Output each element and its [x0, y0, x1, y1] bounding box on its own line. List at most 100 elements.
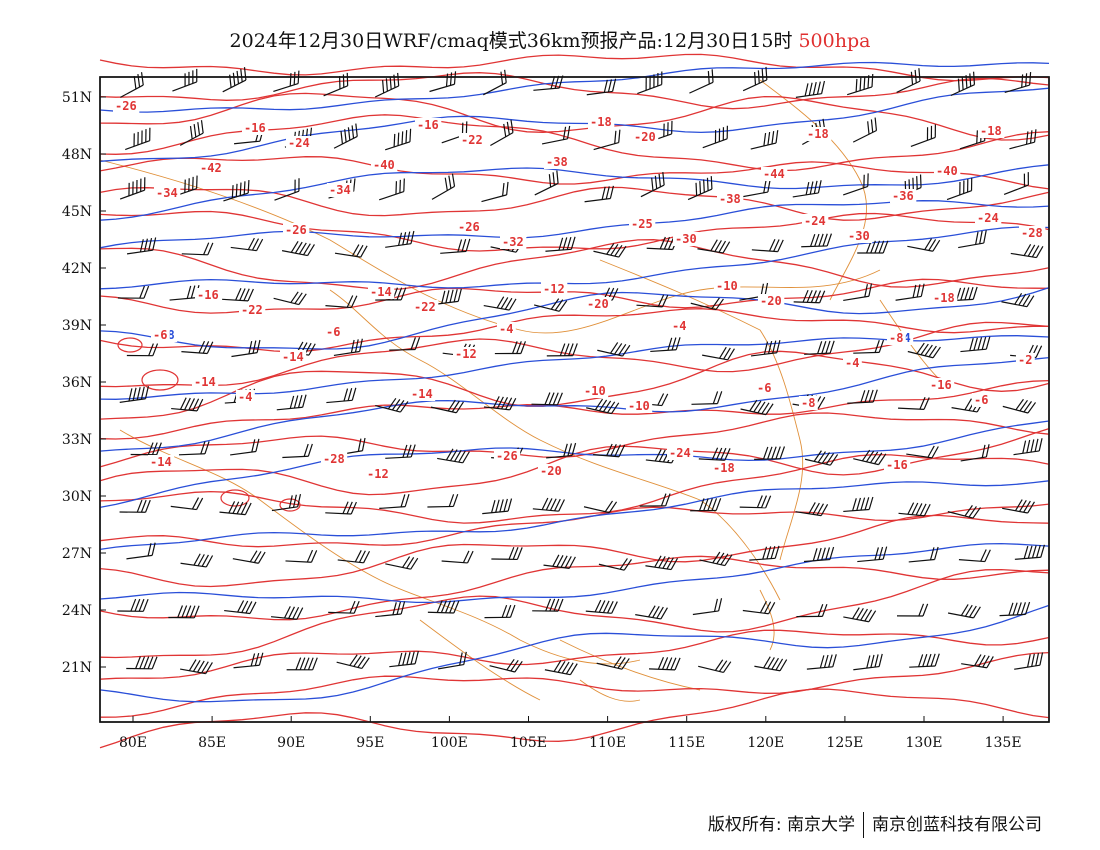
temperature-label: -6	[153, 328, 167, 342]
wind-barb	[1002, 499, 1035, 514]
map-title: 2024年12月30日WRF/cmaq模式36km预报产品:12月30日15时 5…	[0, 26, 1100, 53]
temperature-label-bg	[415, 118, 442, 132]
wind-barb	[754, 656, 788, 672]
wind-barb	[325, 501, 357, 515]
wind-barb	[178, 441, 210, 456]
wind-barb	[584, 185, 615, 203]
wind-barbs	[117, 66, 1046, 676]
wind-barb	[801, 233, 833, 248]
wind-barb	[853, 449, 887, 466]
temperature-label: -18	[933, 291, 955, 305]
temperature-label-bg	[459, 133, 486, 147]
wind-barb	[546, 442, 577, 459]
wind-barb	[853, 339, 885, 354]
temperature-isotherm	[99, 688, 1050, 749]
temperature-label: -10	[628, 399, 650, 413]
wind-barb	[857, 546, 888, 563]
temperature-label-bg	[154, 186, 181, 200]
wind-barb	[793, 289, 826, 304]
temperature-label-bg	[934, 164, 961, 178]
temperature-closed-contour	[141, 369, 179, 391]
wind-barb	[375, 601, 406, 618]
temperature-label: -14	[194, 375, 216, 389]
temperature-label-bg	[582, 384, 609, 398]
temperature-label-bg	[755, 381, 774, 395]
temperature-label-bg	[799, 396, 818, 410]
wind-barb	[484, 604, 516, 619]
wind-barb	[697, 239, 731, 254]
wind-barb	[749, 545, 780, 561]
wind-barb	[385, 230, 415, 248]
wind-barb	[336, 654, 370, 670]
temperature-label-bg	[494, 449, 521, 463]
wind-barb	[180, 659, 213, 675]
temperature-isotherm	[99, 651, 1050, 718]
temperature-label: -8	[889, 331, 903, 345]
wind-barb	[691, 391, 723, 405]
temperature-label: -38	[546, 155, 568, 169]
wind-barb	[640, 172, 665, 198]
temperature-label-bg	[758, 294, 785, 308]
temperature-label: -24	[977, 211, 999, 225]
boundary-line	[419, 619, 701, 701]
wind-barb	[534, 170, 559, 196]
wind-barb	[429, 71, 457, 93]
temperature-label: -22	[241, 303, 263, 317]
height-contour	[99, 87, 1050, 162]
wind-barb	[906, 445, 939, 459]
wind-barb	[531, 392, 563, 406]
temperature-label: -24	[804, 214, 826, 228]
wind-barb	[796, 604, 828, 618]
height-contour	[99, 226, 1050, 290]
temperature-label-bg	[198, 161, 225, 175]
temperature-label-bg	[192, 375, 219, 389]
wind-barb	[843, 283, 873, 302]
temperature-label-bg	[887, 331, 906, 345]
wind-barb	[223, 180, 250, 202]
wind-barb	[639, 493, 671, 507]
boundary-line	[599, 259, 804, 561]
wind-barb	[281, 241, 315, 257]
wind-barb	[274, 178, 300, 201]
temperature-label: -25	[631, 217, 653, 231]
temperature-label-bg	[409, 387, 436, 401]
temperature-label: -20	[540, 464, 562, 478]
temperature-label: -22	[461, 133, 483, 147]
boundary-line	[119, 429, 641, 665]
wind-barb	[230, 438, 260, 456]
wind-barb	[961, 654, 994, 669]
wind-barb	[806, 654, 837, 670]
temperature-label: -26	[115, 99, 137, 113]
wind-barb	[751, 238, 784, 253]
temperature-label: -18	[713, 461, 735, 475]
wind-barb	[326, 387, 357, 404]
temperature-label: -34	[329, 183, 351, 197]
temperature-label-bg	[497, 322, 516, 336]
temperature-label-bg	[1016, 353, 1035, 367]
temperature-label-bg	[626, 399, 653, 413]
wind-barb	[546, 343, 578, 357]
wind-barb	[898, 502, 931, 517]
temperature-label-bg	[761, 167, 788, 181]
temperature-label: -36	[892, 189, 914, 203]
wind-barb	[690, 297, 724, 311]
temperature-label-bg	[588, 115, 615, 129]
wind-barb	[427, 493, 459, 508]
wind-barb	[222, 67, 247, 93]
wind-barb	[795, 80, 826, 98]
axis-ticks: 80E 85E 90E 95E 100E 105E 110E 115E 120E 125E 130E…	[62, 90, 1022, 751]
temperature-label-bg	[151, 328, 170, 342]
wind-barb	[533, 298, 568, 312]
lat-tick-label: 51N	[62, 90, 92, 106]
temperature-isotherm	[99, 568, 1050, 659]
wind-barb	[325, 295, 358, 309]
wind-barb	[583, 500, 618, 514]
wind-barb	[1014, 652, 1044, 670]
temperature-label: -16	[244, 121, 266, 135]
temperature-label-bg	[195, 288, 222, 302]
temperature-label-bg	[972, 393, 991, 407]
wind-barb	[481, 181, 509, 203]
wind-barb	[947, 505, 981, 519]
height-contour	[99, 604, 1050, 703]
temperature-isotherm	[99, 350, 1050, 420]
